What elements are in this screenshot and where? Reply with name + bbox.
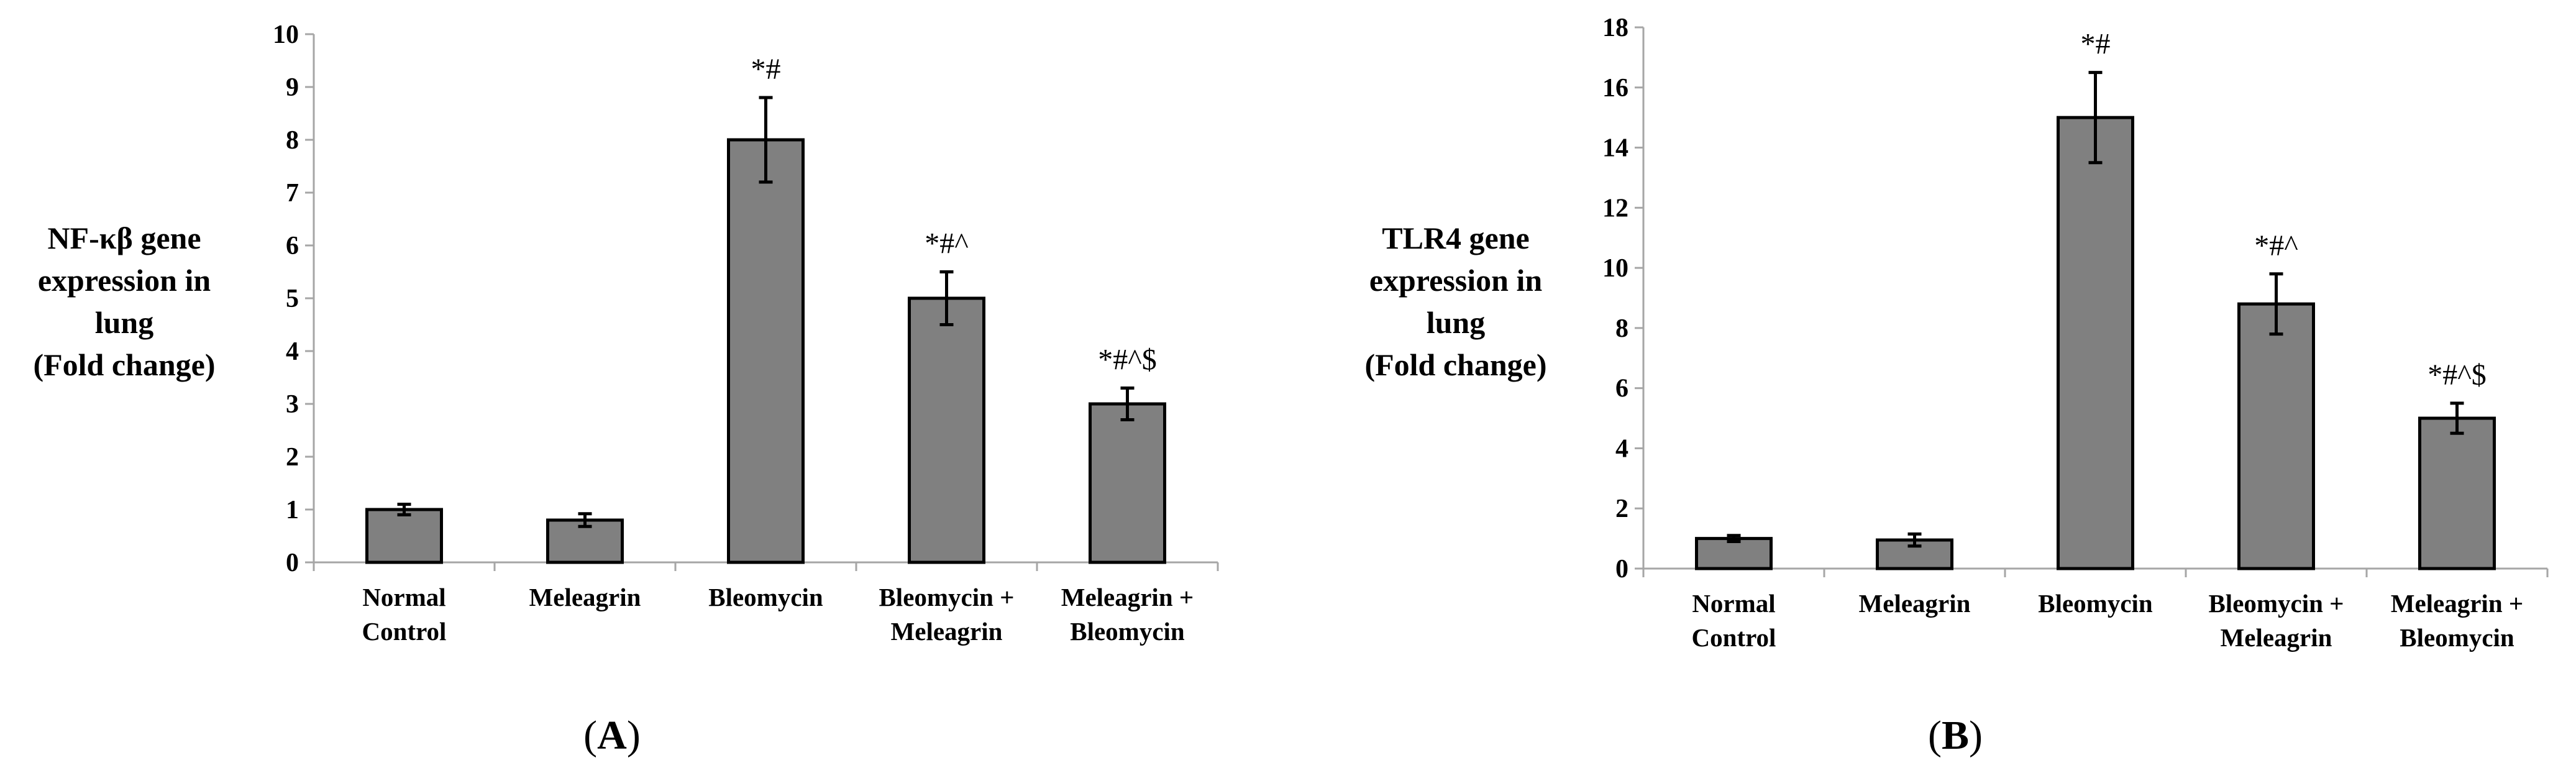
bar — [908, 296, 985, 564]
significance-annotation: *#^$ — [2428, 359, 2487, 391]
bar — [365, 508, 443, 564]
x-category-label: Normal Control — [1692, 589, 1776, 652]
y-tick-label: 6 — [286, 232, 299, 260]
x-category-label: Meleagrin + Bleomycin — [2391, 589, 2524, 652]
y-tick-label: 3 — [286, 390, 299, 419]
error-bar — [2269, 272, 2283, 336]
y-axis-label: TLR4 gene expression in lung (Fold change) — [1364, 221, 1546, 382]
bar — [1089, 402, 1166, 564]
x-category-label: Meleagrin + Bleomycin — [1061, 583, 1194, 646]
significance-annotation: *# — [2081, 28, 2111, 61]
x-category-label: Meleagrin — [529, 583, 641, 611]
significance-annotation: *#^ — [2254, 229, 2298, 262]
y-tick-label: 1 — [286, 496, 299, 524]
y-tick-label: 6 — [1615, 375, 1628, 403]
significance-annotation: *#^$ — [1098, 344, 1157, 377]
error-bar — [759, 96, 773, 184]
significance-annotation: *# — [751, 53, 781, 86]
chart-panel-b: 0 2 4 6 8 10 12 14 16 18 Normal Control Meleagrin *# B… — [1364, 14, 2549, 758]
y-tick-label: 10 — [273, 21, 299, 49]
y-tick-label: 4 — [1615, 434, 1628, 463]
y-axis-label: NF-κβ gene expression in lung (Fold change) — [33, 221, 215, 382]
y-tick-label: 5 — [286, 285, 299, 313]
panel-label: (A) — [583, 713, 641, 758]
error-bar — [397, 503, 411, 516]
y-tick-label: 0 — [286, 549, 299, 577]
bar — [2237, 302, 2315, 570]
error-bar — [1120, 386, 1135, 421]
y-tick-label: 7 — [286, 179, 299, 208]
y-tick-label: 4 — [286, 337, 299, 366]
error-bar — [2088, 71, 2103, 165]
y-tick-label: 10 — [1602, 254, 1628, 283]
error-bar — [2450, 401, 2464, 435]
error-bar — [1727, 534, 1741, 543]
y-tick-label: 16 — [1602, 74, 1628, 103]
x-category-label: Bleomycin — [2038, 589, 2153, 618]
y-tick-label: 2 — [1615, 495, 1628, 523]
y-tick-label: 0 — [1615, 555, 1628, 583]
y-tick-label: 12 — [1602, 194, 1628, 222]
bar — [2057, 116, 2134, 570]
y-tick-label: 2 — [286, 443, 299, 472]
y-tick-label: 18 — [1602, 14, 1628, 42]
bar — [2418, 416, 2496, 570]
x-category-label: Bleomycin — [708, 583, 823, 611]
x-category-label: Bleomycin + Meleagrin — [879, 583, 1014, 646]
chart-panel-a: 0 1 2 3 4 5 6 7 8 9 10 Normal Control Meleagrin *# Bleo… — [33, 21, 1219, 758]
error-bar — [1907, 532, 1922, 548]
x-category-label: Meleagrin — [1859, 589, 1971, 618]
bar — [727, 138, 805, 564]
significance-annotation: *#^ — [925, 227, 969, 260]
x-category-label: Normal Control — [362, 583, 447, 646]
y-tick-label: 8 — [286, 126, 299, 155]
panel-label: (B) — [1928, 713, 1983, 758]
y-tick-label: 14 — [1602, 134, 1628, 163]
error-bar — [939, 270, 954, 326]
x-category-label: Bleomycin + Meleagrin — [2208, 589, 2344, 652]
y-tick-label: 9 — [286, 73, 299, 102]
error-bar — [578, 512, 592, 528]
y-tick-label: 8 — [1615, 314, 1628, 343]
